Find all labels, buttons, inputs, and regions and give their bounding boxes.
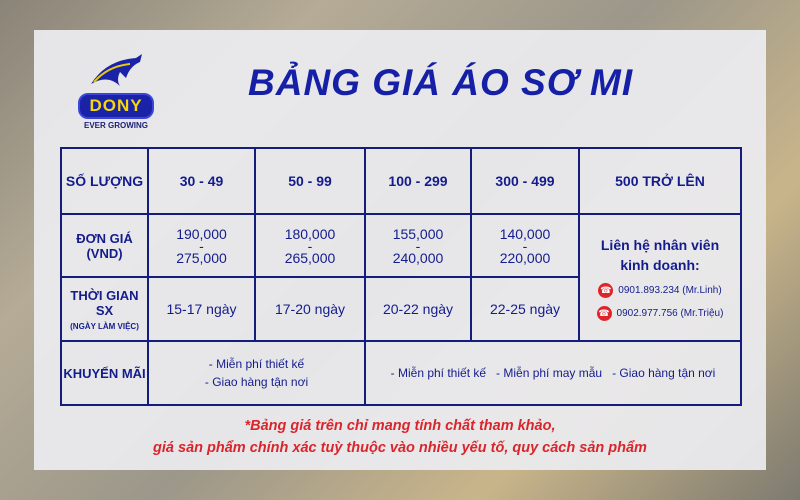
time-cell: 22-25 ngày — [470, 276, 580, 342]
header-qty-range: 100 - 299 — [364, 147, 472, 215]
header-qty-range: 50 - 99 — [254, 147, 366, 215]
contact-text: Liên hệ nhân viên — [600, 236, 720, 253]
time-cell: 20-22 ngày — [364, 276, 472, 342]
contact-cell: Liên hệ nhân viên kinh doanh: ☎ 0901.893.2… — [578, 213, 742, 342]
price-cell: 180,000-265,000 — [254, 213, 366, 278]
phone-icon: ☎ — [596, 305, 612, 321]
disclaimer-line-1: *Bảng giá trên chỉ mang tính chất tham k… — [244, 418, 556, 434]
kangaroo-icon — [91, 54, 142, 86]
price-cell: 155,000-240,000 — [364, 213, 472, 278]
phone-linh[interactable]: ☎ 0901.893.234 (Mr.Linh) — [598, 282, 722, 298]
time-cell: 15-17 ngày — [147, 276, 256, 342]
price-cell: 190,000-275,000 — [147, 213, 256, 278]
promo-cell-large: - Miễn phí thiết kế - Miễn phí may mẫu -… — [364, 340, 742, 406]
contact-text: kinh doanh: — [620, 256, 700, 273]
promo-label: KHUYẾN MÃI — [60, 340, 149, 406]
price-cell: 140,000-220,000 — [470, 213, 580, 278]
promo-cell-small: - Miễn phí thiết kế - Giao hàng tận nơi — [147, 340, 366, 406]
page-title: BẢNG GIÁ ÁO SƠ MI — [248, 62, 634, 103]
logo-brand: DONY — [78, 93, 154, 119]
price-table: SỐ LƯỢNG 30 - 49 50 - 99 100 - 299 300 -… — [60, 147, 742, 406]
disclaimer-line-2: giá sản phẩm chính xác tuỳ thuộc vào nhi… — [153, 440, 647, 456]
header-qty-range: 300 - 499 — [470, 147, 580, 215]
phone-icon: ☎ — [598, 282, 614, 298]
phone-trieu[interactable]: ☎ 0902.977.756 (Mr.Triệu) — [596, 305, 724, 321]
header-quantity: SỐ LƯỢNG — [60, 147, 149, 215]
time-cell: 17-20 ngày — [254, 276, 366, 342]
price-label: ĐƠN GIÁ (VND) — [60, 213, 149, 278]
time-label: THỜI GIAN SX (NGÀY LÀM VIỆC) — [60, 276, 149, 342]
dony-logo: DONY EVER GROWING — [78, 52, 154, 130]
header-qty-range: 30 - 49 — [147, 147, 256, 215]
header-qty-range: 500 TRỞ LÊN — [578, 147, 742, 215]
logo-tagline: EVER GROWING — [83, 121, 148, 130]
